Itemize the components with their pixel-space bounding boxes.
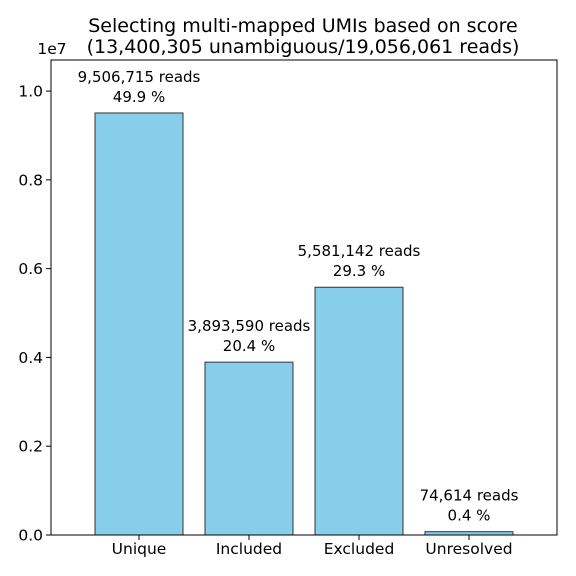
bar-excluded [314,286,404,536]
x-tick-label: Included [216,540,282,558]
x-tick-label: Unique [112,540,167,558]
bars-group: 9,506,715 reads 49.9 % 3,893,590 reads 20.4… [78,68,519,536]
y-tick-label: 0.0 [18,527,43,545]
y-tick-label: 0.8 [18,171,43,189]
y-scale-label: 1e7 [37,40,66,58]
bar-unique [94,112,184,536]
bar-value-label: 20.4 % [223,337,275,355]
chart-title-line-1: Selecting multi-mapped UMIs based on sco… [88,15,518,37]
bar-value-label: 9,506,715 reads [78,68,201,86]
y-tick-label: 0.4 [18,349,43,367]
bar-value-label: 49.9 % [113,88,165,106]
x-tick-label: Excluded [324,540,395,558]
y-tick-label: 0.6 [18,260,43,278]
bar-value-label: 0.4 % [448,507,491,525]
bar-value-label: 5,581,142 reads [298,242,421,260]
bar-included [204,361,294,536]
bar-value-label: 74,614 reads [420,487,519,505]
y-tick-label: 1.0 [18,83,43,101]
bar-value-label: 3,893,590 reads [188,317,311,335]
ticks-group: Unique Included Excluded Unresolved 0.0 0.2 0.… [18,83,512,558]
x-tick-label: Unresolved [425,540,512,558]
bar-value-label: 29.3 % [333,262,385,280]
chart-title-line-2: (13,400,305 unambiguous/19,056,061 reads… [87,36,520,58]
y-tick-label: 0.2 [18,438,43,456]
plot-frame [50,59,558,536]
